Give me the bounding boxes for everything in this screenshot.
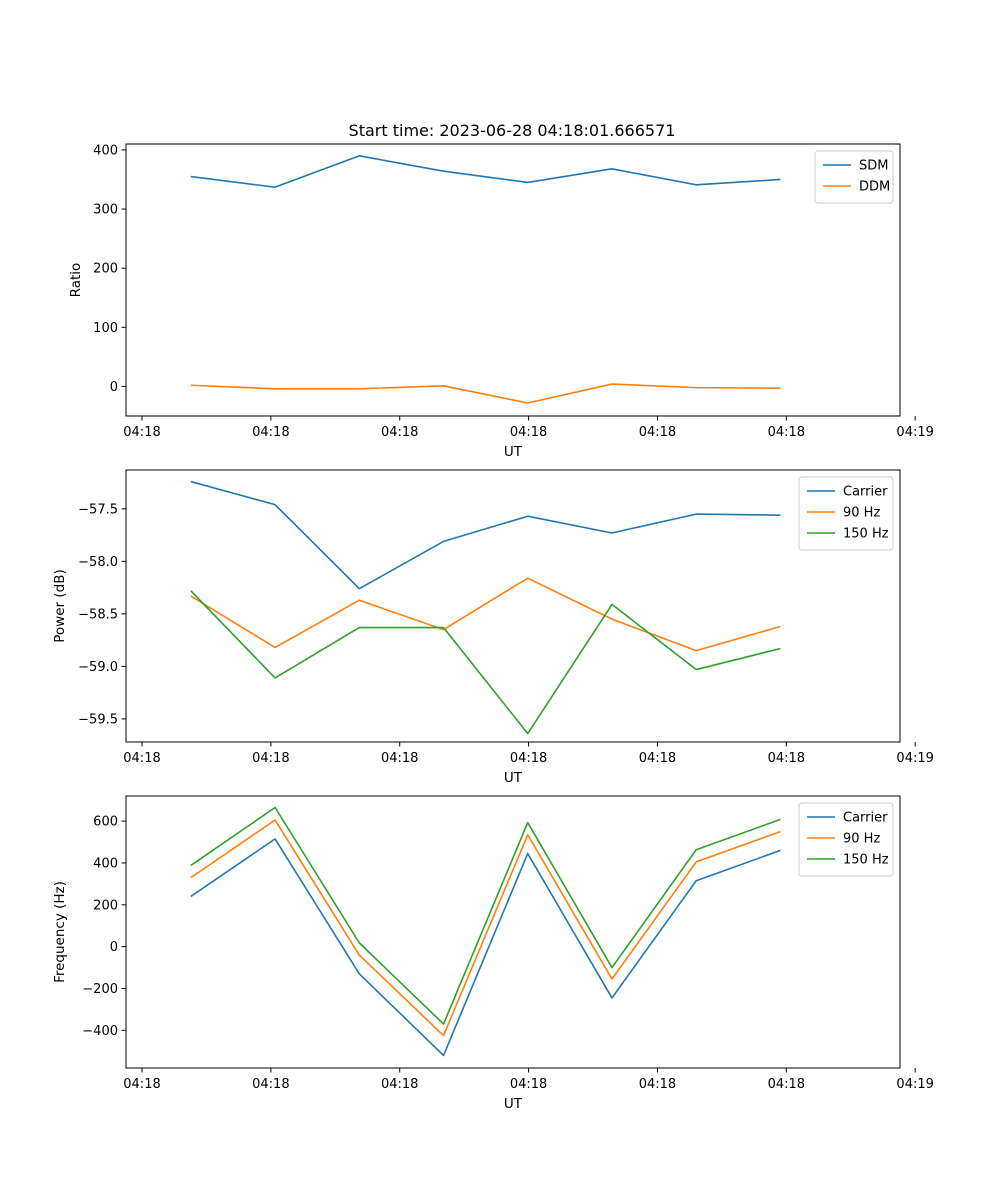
legend-box xyxy=(798,476,894,551)
axes-frame xyxy=(125,469,901,743)
legend: Carrier 90 Hz 150 Hz xyxy=(798,476,894,551)
x-tick-label: 04:18 xyxy=(123,1077,160,1092)
series-line-150-hz xyxy=(190,590,781,735)
x-tick-label: 04:18 xyxy=(768,1077,805,1092)
legend-box xyxy=(798,802,894,877)
x-tick-label: 04:18 xyxy=(639,751,676,766)
x-tick-label: 04:18 xyxy=(252,1077,289,1092)
x-tick-label: 04:18 xyxy=(123,425,160,440)
series-line-carrier xyxy=(190,838,781,1057)
y-tick-label: 200 xyxy=(93,898,118,913)
chart-title: Start time: 2023-06-28 04:18:01.666571 xyxy=(349,121,676,140)
y-tick-label: 0 xyxy=(110,380,118,395)
x-axis-label: UT xyxy=(504,444,523,460)
x-axis-label: UT xyxy=(504,1096,523,1112)
legend-label: DDM xyxy=(859,180,890,195)
legend-label: Carrier xyxy=(843,485,888,500)
legend-label: 150 Hz xyxy=(843,527,889,542)
x-tick-label: 04:18 xyxy=(252,751,289,766)
x-tick-label: 04:18 xyxy=(510,425,547,440)
subplot-2: −59.5 −59.0 −58.5 −58.0 −57.5 04:18 04:18 04:18… xyxy=(52,469,934,786)
x-tick-label: 04:18 xyxy=(510,751,547,766)
y-axis-label: Power (dB) xyxy=(52,569,68,642)
x-tick-label: 04:18 xyxy=(510,1077,547,1092)
y-tick-label: 0 xyxy=(110,940,118,955)
y-axis-label: Ratio xyxy=(68,263,84,298)
y-tick-label: −57.5 xyxy=(78,502,118,517)
legend: SDM DDM xyxy=(814,150,894,204)
y-tick-label: 100 xyxy=(93,321,118,336)
y-tick-label: 400 xyxy=(93,143,118,158)
y-tick-label: 600 xyxy=(93,815,118,830)
legend-label: 150 Hz xyxy=(843,853,889,868)
y-tick-label: 400 xyxy=(93,856,118,871)
y-tick-label: −58.0 xyxy=(78,555,118,570)
x-tick-label: 04:18 xyxy=(768,425,805,440)
subplot-1: 0 100 200 300 400 04:18 04:18 04:18 04:18 04:18 04… xyxy=(68,143,934,460)
series-line-carrier xyxy=(190,480,781,590)
x-tick-label: 04:18 xyxy=(123,751,160,766)
series-line-90-hz xyxy=(190,819,781,1037)
y-tick-label: 200 xyxy=(93,262,118,277)
x-axis-label: UT xyxy=(504,770,523,786)
y-tick-label: −58.5 xyxy=(78,607,118,622)
axes-frame xyxy=(125,795,901,1069)
x-tick-label: 04:18 xyxy=(768,751,805,766)
subplot-3: −400 −200 0 200 400 600 04:18 04:18 04:18 04:18 04… xyxy=(52,795,934,1112)
series-line-90-hz xyxy=(190,577,781,652)
legend-label: Carrier xyxy=(843,811,888,826)
x-tick-label: 04:18 xyxy=(639,425,676,440)
y-tick-label: 300 xyxy=(93,203,118,218)
x-tick-label: 04:18 xyxy=(381,751,418,766)
x-tick-label: 04:18 xyxy=(639,1077,676,1092)
y-tick-label: −200 xyxy=(82,982,118,997)
y-tick-label: −59.0 xyxy=(78,660,118,675)
y-tick-label: −400 xyxy=(82,1024,118,1039)
x-tick-label: 04:19 xyxy=(896,1077,933,1092)
y-axis-label: Frequency (Hz) xyxy=(52,881,68,983)
series-line-sdm xyxy=(190,155,781,188)
x-tick-label: 04:18 xyxy=(381,425,418,440)
legend: Carrier 90 Hz 150 Hz xyxy=(798,802,894,877)
legend-label: SDM xyxy=(859,159,888,174)
series-line-ddm xyxy=(190,383,781,404)
x-tick-label: 04:18 xyxy=(252,425,289,440)
x-tick-label: 04:18 xyxy=(381,1077,418,1092)
legend-box xyxy=(814,150,894,204)
x-tick-label: 04:19 xyxy=(896,751,933,766)
axes-frame xyxy=(125,143,901,417)
series-line-150-hz xyxy=(190,806,781,1025)
legend-label: 90 Hz xyxy=(843,506,880,521)
legend-label: 90 Hz xyxy=(843,832,880,847)
y-tick-label: −59.5 xyxy=(78,712,118,727)
x-tick-label: 04:19 xyxy=(896,425,933,440)
